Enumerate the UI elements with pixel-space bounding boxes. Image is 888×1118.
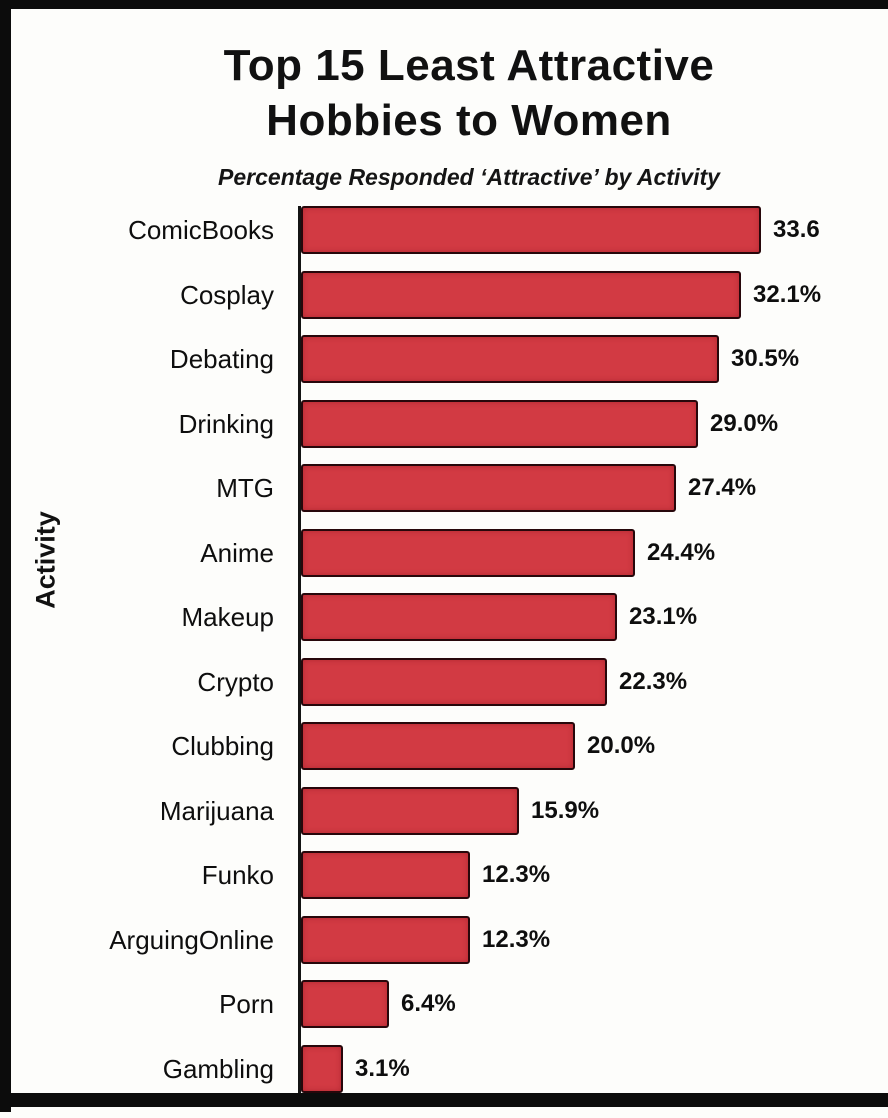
bar	[301, 722, 575, 770]
x-axis-line	[11, 1093, 888, 1107]
bar	[301, 1044, 343, 1093]
bar	[301, 399, 698, 448]
chart-title-line1: Top 15 Least Attractive	[223, 41, 715, 90]
chart-header: Top 15 Least Attractive Hobbies to Women…	[60, 38, 878, 191]
chart-subtitle: Percentage Responded ‘Attractive’ by Act…	[218, 164, 720, 190]
left-frame-bar	[0, 0, 11, 1112]
category-label: ArguingOnline	[109, 924, 274, 955]
bar	[301, 270, 741, 319]
chart-title-line2: Hobbies to Women	[266, 96, 672, 145]
bar	[301, 851, 470, 899]
bar-value-label: 23.1%	[629, 603, 698, 630]
category-label: Marijuana	[159, 795, 274, 826]
category-label: Makeup	[181, 602, 275, 632]
category-label: ComicBooks	[128, 215, 274, 245]
category-label: Gambling	[162, 1053, 274, 1084]
bar-value-label: 29.0%	[710, 409, 779, 437]
category-label: Porn	[219, 989, 274, 1019]
bar	[301, 335, 719, 383]
plot-area: 33.6 32.1% 30.5% 29.0% 27.4% 24.4% 23.1% 22.3% 2…	[298, 206, 880, 1095]
bar-value-label: 20.0%	[587, 732, 656, 759]
category-label: Drinking	[178, 408, 274, 439]
bar	[301, 206, 761, 254]
bar	[301, 528, 635, 577]
category-label: Debating	[169, 344, 274, 374]
bar-value-label: 24.4%	[647, 538, 716, 566]
category-label: Crypto	[197, 666, 274, 697]
bar	[301, 464, 676, 512]
bar-value-label: 30.5%	[731, 345, 800, 372]
bar-value-label: 6.4%	[401, 990, 456, 1017]
category-label: Clubbing	[171, 731, 274, 761]
top-frame-bar	[0, 0, 888, 9]
bar	[301, 980, 389, 1028]
bar-value-label: 32.1%	[753, 280, 822, 308]
bar-value-label: 15.9%	[531, 796, 600, 824]
bar-value-label: 27.4%	[688, 474, 757, 501]
category-label: Cosplay	[180, 279, 274, 310]
bar-value-label: 22.3%	[619, 667, 688, 695]
category-label: Anime	[200, 537, 274, 568]
bar	[301, 657, 607, 706]
bar	[301, 593, 617, 641]
category-label: MTG	[216, 473, 274, 503]
bar-value-label: 33.6	[773, 216, 820, 243]
bar-value-label: 12.3%	[482, 861, 551, 888]
bar	[301, 786, 519, 835]
category-label: Funko	[201, 860, 274, 890]
bar-value-label: 3.1%	[355, 1054, 410, 1082]
bar-value-label: 12.3%	[482, 925, 551, 953]
bar	[301, 915, 470, 964]
category-labels: ComicBooks Cosplay Debating Drinking MTG Anim…	[0, 206, 288, 1094]
